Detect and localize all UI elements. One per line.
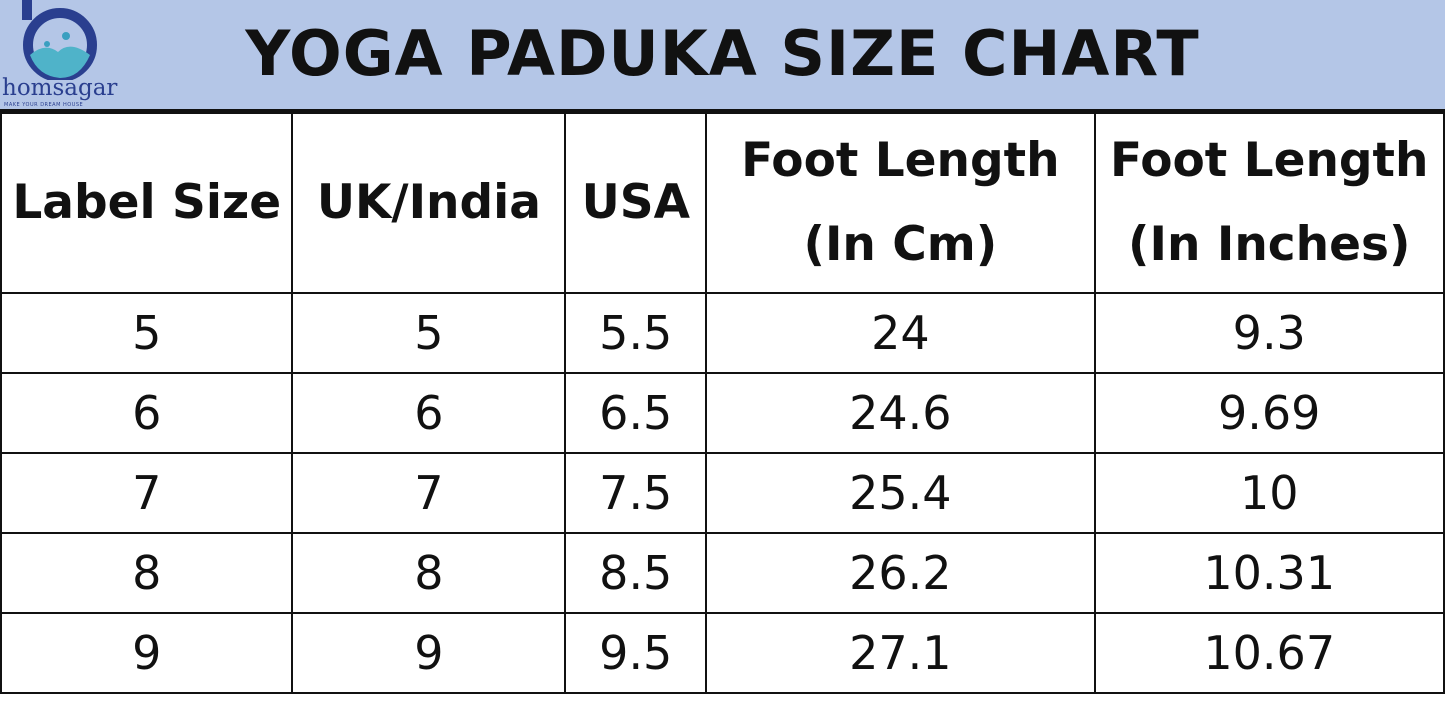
column-header-line2: (In Cm): [803, 217, 998, 272]
table-cell: 9: [291, 612, 567, 694]
table-cell: 10.67: [1093, 612, 1445, 694]
table-cell: 9.5: [564, 612, 708, 694]
table-row: 5 5 5.5 24 9.3: [0, 292, 1445, 374]
page-title: YOGA PADUKA SIZE CHART: [245, 17, 1200, 90]
table-cell: 26.2: [705, 532, 1096, 614]
table-cell: 10.31: [1093, 532, 1445, 614]
column-header-line1: Foot Length: [1110, 133, 1429, 188]
table-cell: 5: [291, 292, 567, 374]
table-cell: 9: [0, 612, 294, 694]
table-cell: 8.5: [564, 532, 708, 614]
column-header-line2: (In Inches): [1128, 217, 1411, 272]
table-cell: 10: [1093, 452, 1445, 534]
table-cell: 8: [291, 532, 567, 614]
column-header-line1: Label Size: [12, 175, 282, 230]
column-header: Foot Length (In Cm): [705, 112, 1096, 294]
column-header: UK/India: [291, 112, 567, 294]
column-header: Label Size: [0, 112, 294, 294]
size-chart-table: Label Size UK/India USA Foot Length (In Cm) F…: [0, 112, 1445, 694]
table-cell: 7.5: [564, 452, 708, 534]
table-header-row: Label Size UK/India USA Foot Length (In Cm) F…: [0, 112, 1445, 294]
table-cell: 6: [0, 372, 294, 454]
table-cell: 24.6: [705, 372, 1096, 454]
homsagar-logo: homsagar MAKE YOUR DREAM HOUSE: [0, 0, 130, 112]
table-cell: 27.1: [705, 612, 1096, 694]
table-cell: 9.69: [1093, 372, 1445, 454]
table-cell: 9.3: [1093, 292, 1445, 374]
title-banner: homsagar MAKE YOUR DREAM HOUSE YOGA PADU…: [0, 0, 1445, 112]
logo-brand: homsagar: [2, 75, 118, 101]
table-cell: 6: [291, 372, 567, 454]
table-row: 6 6 6.5 24.6 9.69: [0, 372, 1445, 454]
logo-emblem-icon: [22, 0, 97, 82]
table-row: 9 9 9.5 27.1 10.67: [0, 612, 1445, 694]
table-cell: 7: [0, 452, 294, 534]
table-cell: 24: [705, 292, 1096, 374]
column-header: Foot Length (In Inches): [1093, 112, 1445, 294]
column-header-line1: USA: [581, 175, 690, 230]
table-row: 7 7 7.5 25.4 10: [0, 452, 1445, 534]
column-header: USA: [564, 112, 708, 294]
table-cell: 25.4: [705, 452, 1096, 534]
table-cell: 7: [291, 452, 567, 534]
column-header-line1: UK/India: [316, 175, 541, 230]
logo-tagline: MAKE YOUR DREAM HOUSE: [4, 102, 84, 108]
table-row: 8 8 8.5 26.2 10.31: [0, 532, 1445, 614]
table-cell: 8: [0, 532, 294, 614]
column-header-line1: Foot Length: [741, 133, 1060, 188]
table-cell: 5: [0, 292, 294, 374]
table-cell: 5.5: [564, 292, 708, 374]
table-cell: 6.5: [564, 372, 708, 454]
